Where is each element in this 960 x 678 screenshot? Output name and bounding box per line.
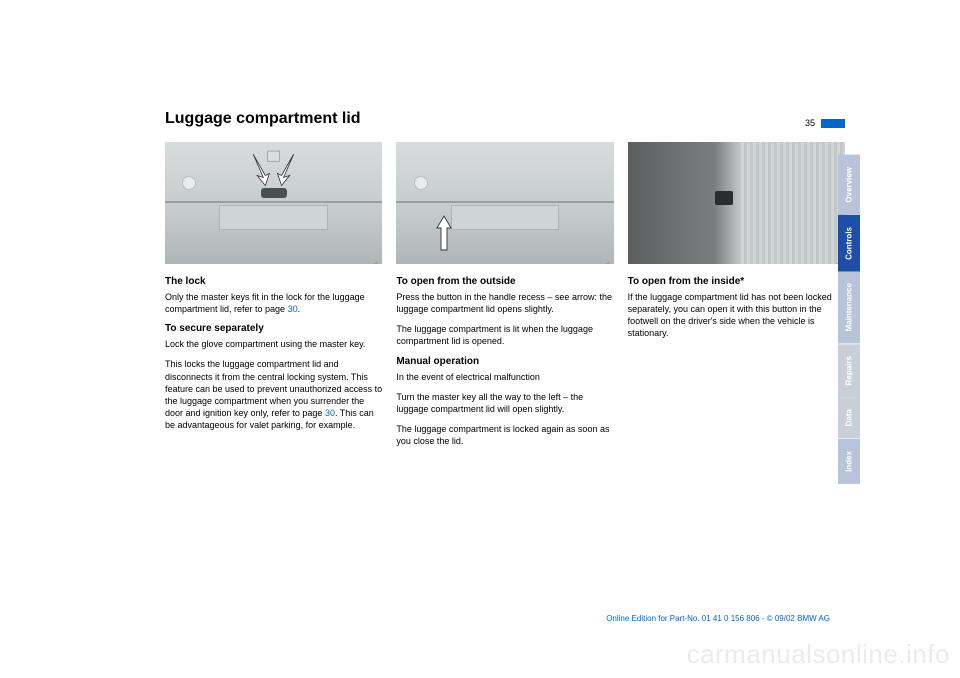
tab-index[interactable]: Index <box>838 439 860 484</box>
column-1: MV0063OMA The lock Only the master keys … <box>165 142 382 455</box>
text-span: . <box>298 304 301 314</box>
illustration-open-outside: MV0064OMA <box>396 142 613 264</box>
text-open-outside-2: The luggage compartment is lit when the … <box>396 323 613 347</box>
text-span: Only the master keys fit in the lock for… <box>165 292 365 314</box>
text-manual-3: The luggage compartment is locked again … <box>396 423 613 447</box>
heading-the-lock: The lock <box>165 276 382 287</box>
arrows-down-icon <box>243 148 304 191</box>
tab-maintenance[interactable]: Maintenance <box>838 271 860 343</box>
tab-controls[interactable]: Controls <box>838 215 860 272</box>
footer-text: Online Edition for Part-No. 01 41 0 156 … <box>606 614 830 623</box>
page-num-box: 35 <box>805 118 845 128</box>
text-secure-1: Lock the glove compartment using the mas… <box>165 338 382 350</box>
page-link-30b[interactable]: 30 <box>325 408 335 418</box>
page-number: 35 <box>805 118 815 128</box>
bmw-badge-icon <box>414 176 428 190</box>
columns: MV0063OMA The lock Only the master keys … <box>165 142 845 455</box>
license-plate-recess <box>219 205 328 229</box>
footwell-panel <box>741 142 845 264</box>
illustration-open-inside: MV0086OMA <box>628 142 845 264</box>
release-button-icon <box>715 191 733 205</box>
license-plate-recess <box>451 205 560 229</box>
trunk-seam <box>165 201 382 203</box>
illustration-code: MV0063OMA <box>374 262 380 264</box>
text-manual-1: In the event of electrical malfunction <box>396 371 613 383</box>
column-3: MV0086OMA To open from the inside* If th… <box>628 142 845 455</box>
text-lock-desc: Only the master keys fit in the lock for… <box>165 291 382 315</box>
illustration-lock: MV0063OMA <box>165 142 382 264</box>
text-secure-2: This locks the luggage compartment lid a… <box>165 358 382 431</box>
page-title: Luggage compartment lid <box>165 110 361 128</box>
text-manual-2: Turn the master key all the way to the l… <box>396 391 613 415</box>
text-open-outside-1: Press the button in the handle recess – … <box>396 291 613 315</box>
header-row: Luggage compartment lid 35 <box>165 110 845 128</box>
illustration-code: MV0064OMA <box>606 262 612 264</box>
column-2: MV0064OMA To open from the outside Press… <box>396 142 613 455</box>
bmw-badge-icon <box>182 176 196 190</box>
page-content: Luggage compartment lid 35 MV <box>165 110 845 455</box>
page-accent-bar <box>821 119 845 128</box>
tab-overview[interactable]: Overview <box>838 155 860 215</box>
tab-data[interactable]: Data <box>838 397 860 438</box>
arrow-up-icon <box>435 214 453 254</box>
heading-secure-separately: To secure separately <box>165 323 382 334</box>
heading-open-outside: To open from the outside <box>396 276 613 287</box>
tab-repairs[interactable]: Repairs <box>838 344 860 397</box>
heading-open-inside: To open from the inside* <box>628 276 845 287</box>
page-link-30a[interactable]: 30 <box>288 304 298 314</box>
text-open-inside: If the luggage compartment lid has not b… <box>628 291 845 340</box>
side-tabs: Overview Controls Maintenance Repairs Da… <box>838 155 860 484</box>
trunk-seam <box>396 201 613 203</box>
heading-manual-operation: Manual operation <box>396 356 613 367</box>
watermark: carmanualsonline.info <box>687 639 950 670</box>
